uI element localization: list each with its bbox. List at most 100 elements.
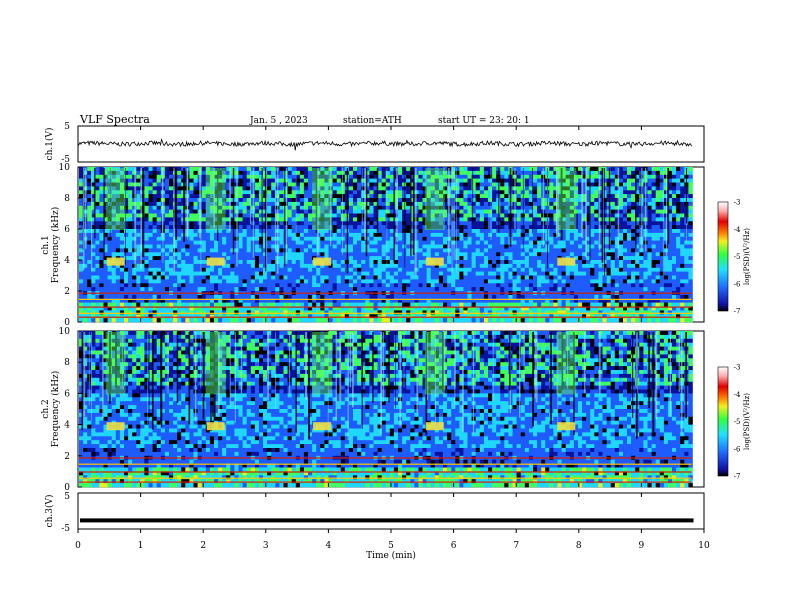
spectrogram-cell [144, 194, 149, 199]
spectrogram-cell [655, 174, 661, 179]
spectrogram-cell [516, 170, 521, 176]
spectrogram-cell [602, 287, 607, 292]
spectrogram-cell [164, 174, 170, 179]
spectrogram-cell [299, 174, 305, 179]
spectrogram-cell [103, 198, 108, 203]
spectrogram-cell [169, 205, 174, 210]
spectrogram-cell [295, 279, 301, 284]
spectrogram-cell [336, 271, 342, 276]
spectrogram-cell [169, 263, 174, 269]
spectrogram-cell [128, 174, 133, 179]
spectrogram-cell [659, 263, 665, 269]
spectrogram-cell [214, 170, 219, 176]
ch1-ylabel: ch.1(V) [44, 128, 55, 161]
spectrogram-cell [218, 182, 223, 187]
spectrogram-cell [373, 271, 378, 276]
spectrogram-cell [430, 201, 436, 207]
spectrogram-cell [537, 213, 542, 218]
spectrogram-cell [680, 283, 685, 288]
spectrogram-cell [111, 229, 117, 234]
spectrogram-cell [688, 271, 693, 276]
spectrogram-cell [283, 221, 288, 226]
spectrogram-cell [414, 275, 419, 280]
spectrogram-cell [561, 221, 566, 226]
spectrogram-cell [569, 283, 575, 288]
spectrogram-cell [410, 221, 415, 226]
spectrogram-cell [295, 213, 301, 218]
spectrogram-cell [267, 194, 272, 199]
spectrogram-cell [545, 287, 550, 292]
spectrogram-cell [324, 267, 329, 272]
spectrogram-cell [422, 167, 427, 172]
spectrogram-cell [193, 221, 198, 226]
spectrogram-cell [402, 198, 407, 203]
spectrogram-cell [107, 209, 112, 214]
spectrogram-cell [410, 283, 415, 288]
spectrogram-cell [406, 225, 411, 230]
spectrogram-cell [95, 240, 100, 245]
spectrogram-cell [361, 194, 366, 199]
spectrogram-cell [95, 170, 100, 176]
spectrogram-cell [676, 201, 681, 207]
spectrogram-cell [451, 232, 456, 238]
spectrogram-cell [124, 190, 129, 195]
spectrogram-cell [455, 194, 460, 199]
spectrogram-cell [557, 275, 562, 280]
spectrogram-cell [95, 279, 100, 284]
spectrogram-cell [565, 190, 571, 195]
spectrogram-cell [578, 244, 583, 249]
spectrogram-cell [688, 221, 693, 226]
spectrogram-cell [365, 252, 370, 257]
spectrogram-cell [561, 167, 566, 172]
spectrogram-cell [651, 263, 656, 269]
spectrogram-cell [177, 167, 182, 172]
spectrogram-cell [459, 287, 464, 292]
spectrogram-cell [259, 271, 264, 276]
spectrogram-cell [524, 244, 530, 249]
spectrogram-cell [308, 267, 313, 272]
spectrogram-cell [197, 256, 202, 261]
spectrogram-cell [516, 263, 521, 269]
spectrogram-cell [189, 279, 194, 284]
spectrogram-cell [451, 225, 456, 230]
spectrogram-cell [635, 198, 640, 203]
spectrogram-cell [99, 182, 104, 187]
spectrogram-cell [348, 275, 354, 280]
spectrogram-cell [312, 287, 317, 292]
spectrogram-cell [455, 267, 460, 272]
spectrogram-cell [430, 190, 436, 195]
spectrogram-cell [209, 271, 215, 276]
spectrogram-cell [181, 287, 186, 292]
spectrogram-cell [463, 248, 468, 253]
spectrogram-cell [467, 221, 472, 226]
spectrogram-cell [283, 260, 288, 265]
spectrogram-cell [406, 213, 411, 218]
spectrogram-cell [422, 174, 427, 179]
spectrogram-cell [631, 201, 636, 207]
spectrogram-cell [218, 232, 223, 238]
spectrogram-cell [508, 260, 513, 265]
spectrogram-cell [336, 174, 342, 179]
spectrogram-cell [528, 190, 534, 195]
spectrogram-cell [332, 248, 337, 253]
spectrogram-cell [684, 263, 689, 269]
spectrogram-cell [226, 263, 231, 269]
spectrogram-cell [471, 283, 476, 288]
spectrogram-cell [676, 198, 681, 203]
spectrogram-cell [635, 209, 640, 214]
spectrogram-cell [475, 174, 481, 179]
spectrogram-cell [91, 232, 96, 238]
spectrogram-cell [402, 267, 407, 272]
spectrogram-cell [259, 267, 264, 272]
spectrogram-cell [369, 229, 374, 234]
spectrogram-cell [459, 225, 464, 230]
spectrogram-cell [422, 287, 427, 292]
spectrogram-cell [271, 279, 276, 284]
spectrogram-cell [185, 283, 190, 288]
spectrogram-cell [312, 271, 317, 276]
spectrogram-cell [242, 232, 247, 238]
spectrogram-cell [222, 186, 227, 191]
spectrogram-cell [680, 190, 685, 195]
spectrogram-cell [426, 174, 431, 179]
spectrogram-cell [627, 190, 632, 195]
